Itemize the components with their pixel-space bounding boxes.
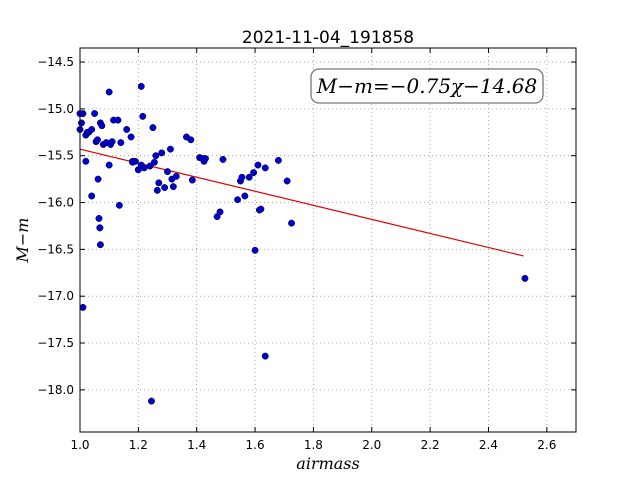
data-point	[105, 161, 113, 169]
data-point	[148, 397, 155, 405]
fit-line-group	[79, 148, 524, 257]
data-point	[149, 124, 157, 132]
data-point	[139, 112, 147, 120]
data-point	[202, 155, 209, 162]
data-point	[238, 173, 246, 181]
y-tick-label: −16.5	[37, 242, 74, 256]
data-point	[261, 352, 269, 360]
data-point	[164, 168, 171, 176]
data-point	[166, 145, 174, 153]
grid-lines	[79, 48, 576, 432]
y-tick-label: −15.0	[37, 102, 74, 116]
data-point	[96, 241, 104, 249]
data-point	[161, 184, 169, 192]
data-point	[78, 119, 85, 127]
data-point	[150, 158, 158, 166]
data-point	[261, 164, 269, 172]
data-point	[216, 208, 224, 216]
data-point	[169, 183, 177, 191]
data-point	[521, 274, 529, 282]
y-tick-label: −17.5	[37, 336, 74, 350]
y-tick-label: −15.5	[37, 149, 74, 163]
x-tick-label: 1.4	[187, 438, 206, 452]
data-point	[94, 136, 101, 144]
data-point	[158, 149, 166, 157]
fit-line	[79, 148, 524, 257]
x-tick-label: 2.0	[362, 438, 381, 452]
data-point	[155, 179, 163, 187]
x-tick-label: 2.6	[537, 438, 556, 452]
y-tick-label: −18.0	[37, 383, 74, 397]
y-tick-label: −16.0	[37, 196, 74, 210]
data-point	[115, 201, 123, 209]
x-tick-label: 1.6	[246, 438, 265, 452]
data-point	[137, 82, 145, 90]
data-point	[283, 177, 291, 185]
data-point	[94, 175, 102, 183]
y-tick-label: −17.0	[37, 289, 74, 303]
data-point	[251, 246, 259, 254]
data-point	[91, 110, 99, 118]
data-point	[88, 192, 96, 200]
data-point	[82, 157, 90, 165]
data-point	[188, 176, 196, 184]
x-tick-label: 1.2	[129, 438, 148, 452]
data-point	[88, 126, 96, 133]
x-tick-label: 2.4	[479, 438, 498, 452]
x-tick-label: 2.2	[421, 438, 440, 452]
plot-frame	[79, 47, 577, 433]
x-tick-label: 1.0	[70, 438, 89, 452]
data-point	[250, 169, 258, 177]
y-axis-label: M−m	[13, 218, 32, 264]
data-point	[95, 215, 103, 222]
data-point	[117, 139, 125, 147]
data-point	[288, 219, 295, 227]
data-point	[254, 161, 262, 169]
x-axis-label: airmass	[296, 454, 359, 473]
data-point	[98, 122, 106, 130]
data-point	[105, 88, 113, 96]
equation-box	[310, 68, 544, 104]
axis-ticks: 1.0 1.2 1.4 1.6 1.8 2.0 2.2 2.4 2.6 −14.5 −15.0 −15…	[37, 48, 576, 452]
data-point	[96, 224, 104, 232]
data-point	[172, 172, 180, 180]
data-point	[127, 133, 135, 141]
data-point	[219, 156, 227, 163]
data-point	[245, 173, 253, 181]
data-point	[79, 303, 87, 311]
x-tick-label: 1.8	[304, 438, 323, 452]
data-point	[241, 192, 249, 200]
data-point	[79, 110, 87, 118]
data-point	[114, 116, 122, 124]
data-point	[153, 186, 161, 194]
data-point	[108, 138, 116, 146]
data-point	[146, 162, 154, 170]
equation-text: M−m=−0.75χ−14.68	[316, 74, 537, 98]
data-point	[131, 157, 139, 165]
data-point	[257, 205, 265, 213]
equation-annotation: M−m=−0.75χ−14.68	[310, 68, 544, 104]
data-point	[123, 126, 131, 133]
y-tick-label: −14.5	[37, 55, 74, 69]
chart-title: 2021-11-04_191858	[242, 28, 414, 48]
data-point	[187, 136, 195, 144]
data-point	[140, 164, 148, 172]
data-point	[152, 152, 160, 160]
data-point	[234, 196, 242, 204]
data-point	[274, 156, 282, 164]
